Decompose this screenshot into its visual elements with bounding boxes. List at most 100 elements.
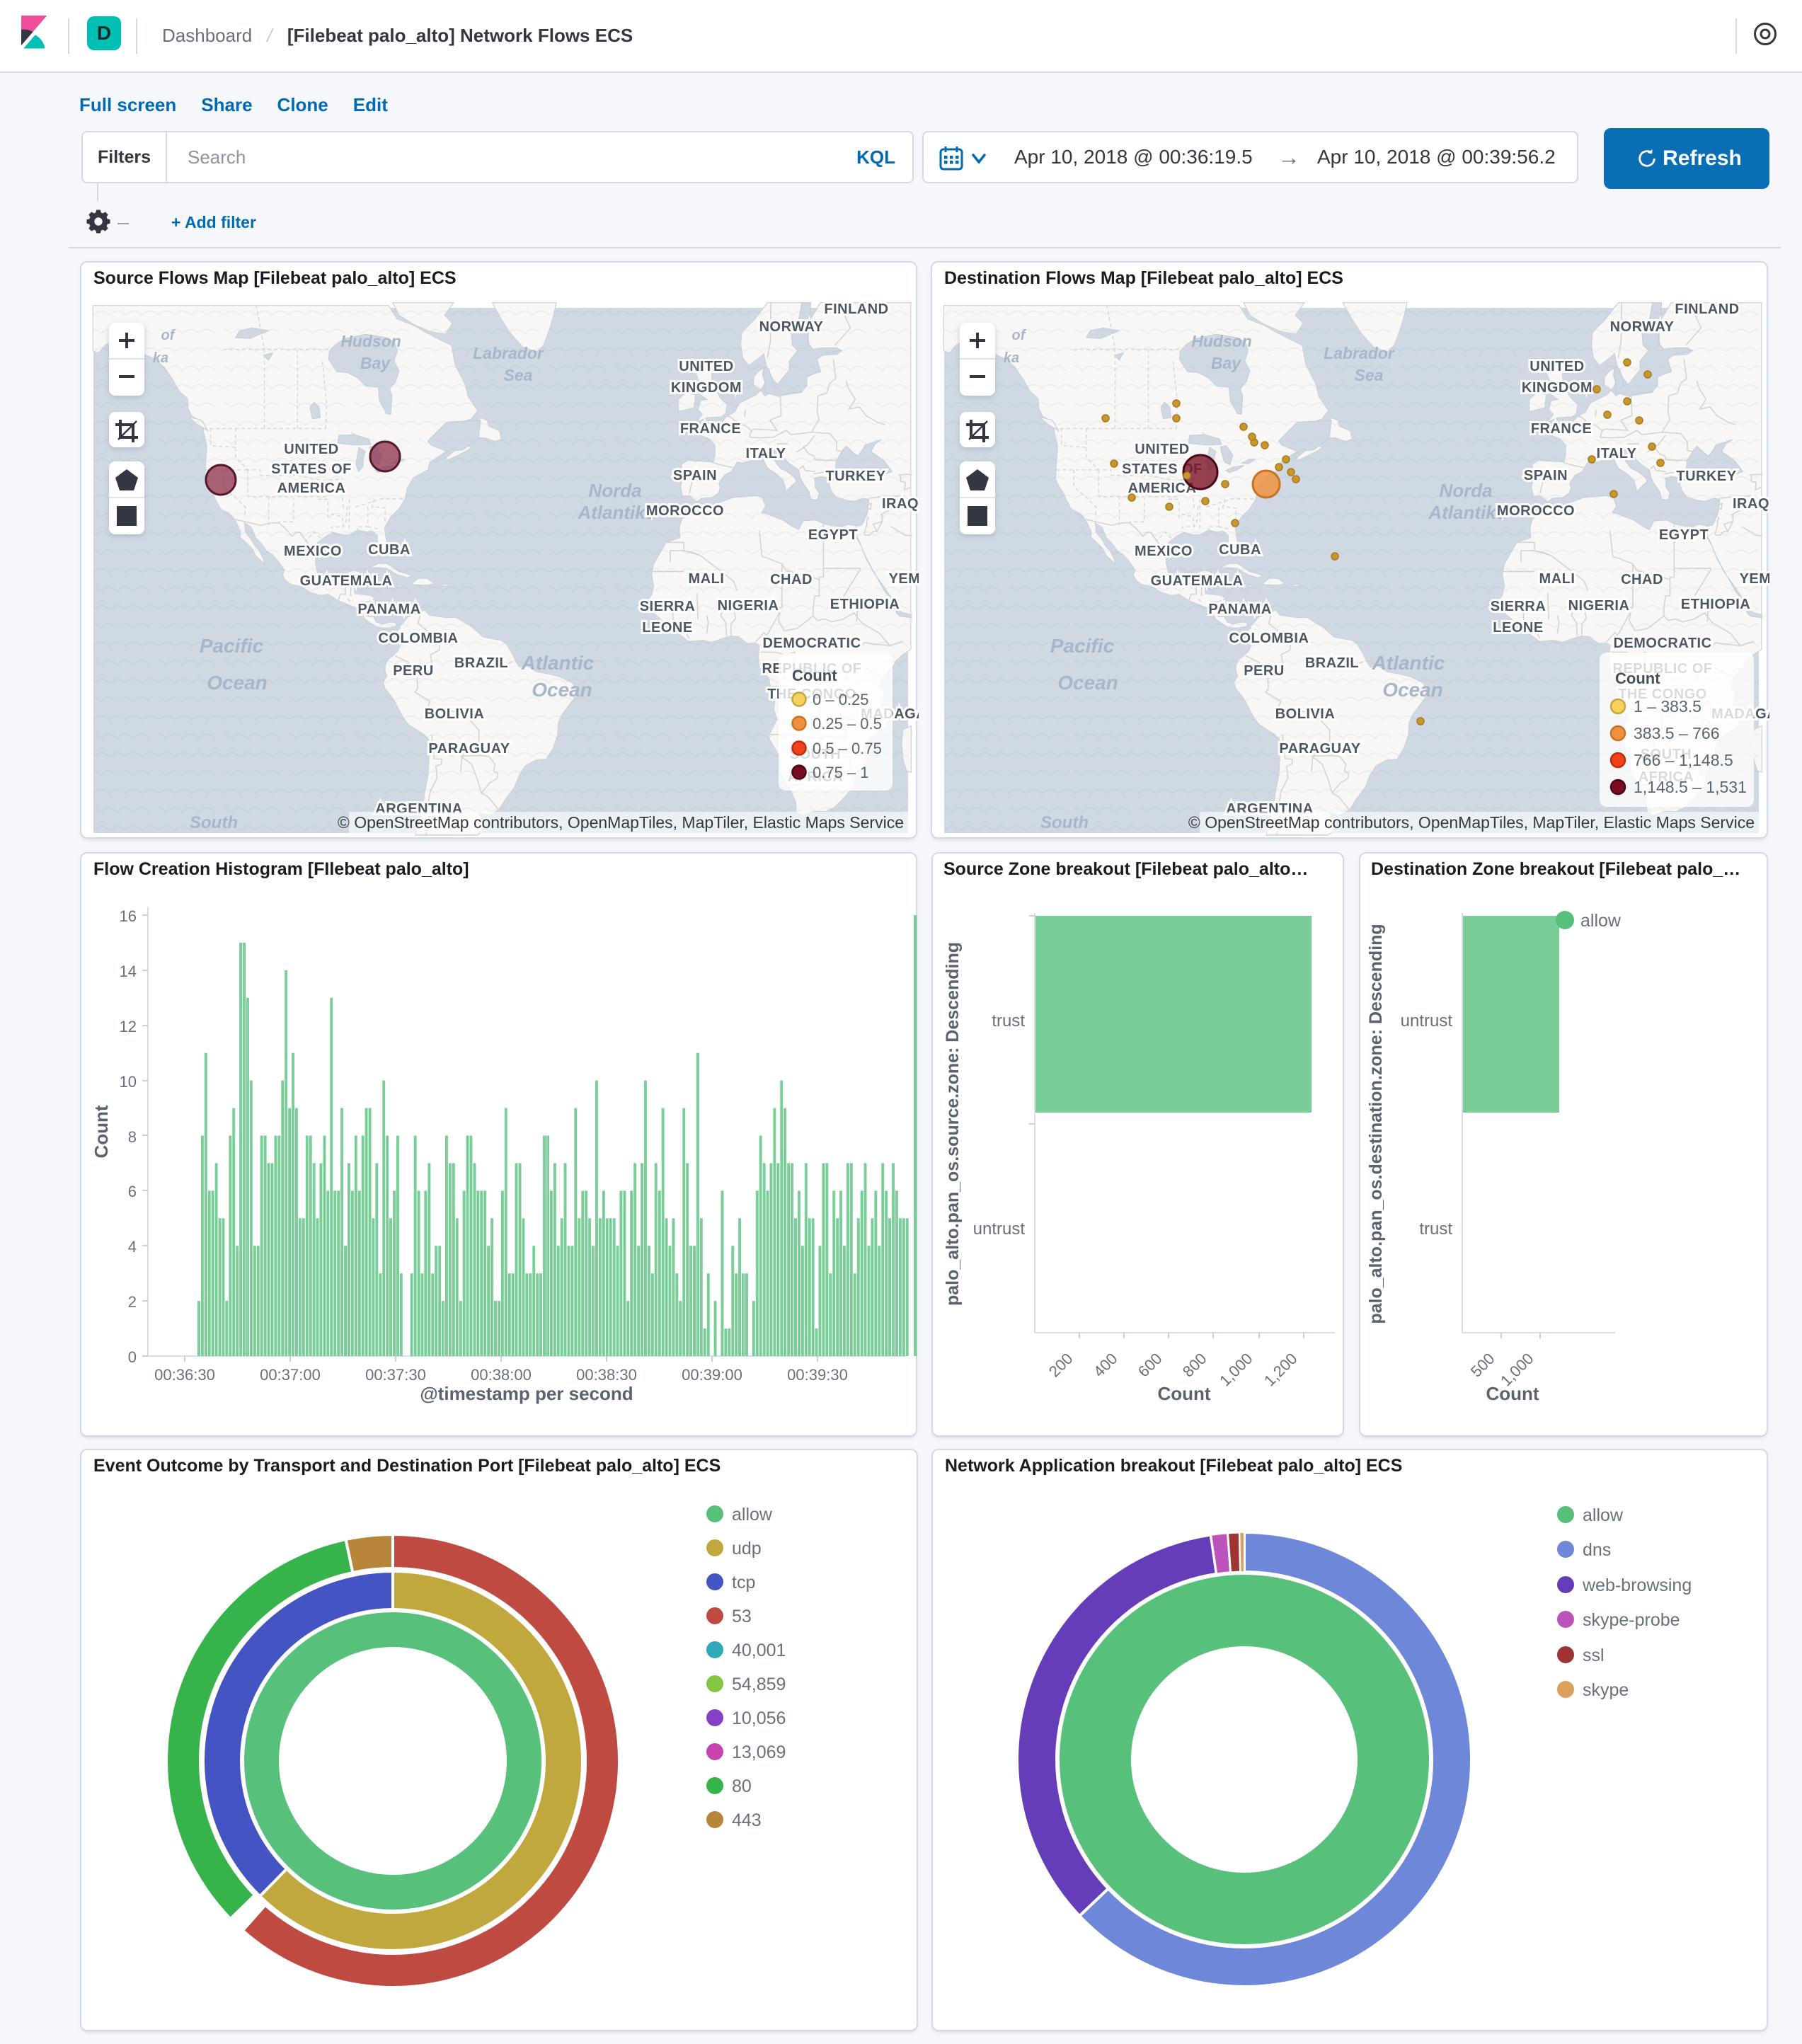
svg-text:CUBA: CUBA (1219, 542, 1261, 558)
svg-text:Atlantiko: Atlantiko (577, 502, 656, 523)
svg-text:COLOMBIA: COLOMBIA (379, 631, 459, 646)
svg-text:12: 12 (120, 1018, 137, 1035)
svg-text:STATES OF: STATES OF (1122, 461, 1203, 477)
svg-text:Ocean: Ocean (1057, 672, 1118, 694)
svg-text:00:38:00: 00:38:00 (471, 1366, 532, 1384)
svg-text:NIGERIA: NIGERIA (1568, 598, 1630, 614)
svg-text:MOROCCO: MOROCCO (646, 503, 724, 519)
svg-text:FINLAND: FINLAND (824, 302, 888, 317)
svg-text:UNITED: UNITED (284, 442, 338, 457)
svg-text:00:37:30: 00:37:30 (365, 1366, 426, 1384)
svg-text:IRAQ: IRAQ (1733, 496, 1769, 512)
svg-text:SPAIN: SPAIN (1524, 468, 1568, 483)
svg-text:Ocean: Ocean (1382, 679, 1443, 701)
svg-text:ETHIOPIA: ETHIOPIA (830, 597, 900, 612)
svg-text:4: 4 (128, 1238, 137, 1256)
svg-text:@timestamp per second: @timestamp per second (420, 1383, 633, 1404)
svg-text:10,056: 10,056 (732, 1709, 786, 1728)
svg-text:BOLIVIA: BOLIVIA (425, 706, 485, 722)
svg-text:PERU: PERU (393, 663, 434, 679)
svg-text:CUBA: CUBA (368, 542, 411, 558)
svg-text:PANAMA: PANAMA (357, 602, 420, 617)
svg-text:TURKEY: TURKEY (1676, 469, 1736, 484)
svg-text:KINGDOM: KINGDOM (671, 380, 742, 396)
svg-text:of: of (161, 328, 176, 343)
svg-text:00:39:00: 00:39:00 (682, 1366, 742, 1384)
svg-text:LEONE: LEONE (1493, 620, 1543, 636)
svg-text:1,200: 1,200 (1261, 1350, 1301, 1390)
svg-text:PANAMA: PANAMA (1208, 602, 1271, 617)
svg-text:allow: allow (732, 1505, 773, 1525)
svg-text:NORWAY: NORWAY (1610, 319, 1675, 335)
svg-text:200: 200 (1045, 1350, 1077, 1381)
svg-text:Bay: Bay (1211, 354, 1241, 372)
svg-text:Ocean: Ocean (532, 679, 592, 701)
svg-text:UNITED: UNITED (1135, 442, 1189, 457)
svg-text:443: 443 (732, 1810, 762, 1830)
svg-text:Hudson: Hudson (340, 332, 401, 350)
svg-text:MALI: MALI (689, 571, 725, 587)
svg-text:DEMOCRATIC: DEMOCRATIC (1613, 636, 1711, 651)
svg-text:IRAQ: IRAQ (882, 496, 919, 512)
svg-text:BOLIVIA: BOLIVIA (1275, 706, 1336, 722)
svg-text:of: of (1012, 328, 1027, 343)
svg-text:NIGERIA: NIGERIA (718, 598, 779, 614)
svg-text:16: 16 (120, 907, 137, 925)
svg-text:ITALY: ITALY (746, 446, 786, 461)
svg-text:ETHIOPIA: ETHIOPIA (1681, 597, 1750, 612)
svg-text:skype: skype (1583, 1680, 1629, 1700)
svg-text:383.5 – 766: 383.5 – 766 (1634, 724, 1720, 742)
svg-text:8: 8 (128, 1128, 137, 1146)
svg-text:untrust: untrust (973, 1219, 1026, 1239)
svg-text:tcp: tcp (732, 1573, 755, 1592)
svg-text:Pacific: Pacific (200, 635, 264, 657)
svg-text:FRANCE: FRANCE (1531, 421, 1592, 437)
svg-text:web-browsing: web-browsing (1582, 1575, 1692, 1595)
svg-text:CHAD: CHAD (1621, 572, 1663, 587)
svg-text:600: 600 (1135, 1350, 1166, 1381)
svg-text:MALI: MALI (1539, 571, 1576, 587)
svg-text:allow: allow (1583, 1505, 1624, 1525)
svg-text:0.25 – 0.5: 0.25 – 0.5 (813, 715, 882, 733)
svg-text:SPAIN: SPAIN (673, 468, 717, 483)
svg-text:Ocean: Ocean (207, 672, 268, 694)
svg-text:53: 53 (732, 1607, 752, 1626)
svg-text:Count: Count (792, 667, 837, 684)
svg-text:palo_alto.pan_os.destination.z: palo_alto.pan_os.destination.zone: Desce… (1366, 924, 1386, 1324)
svg-text:Labrador: Labrador (473, 344, 544, 362)
svg-text:PARAGUAY: PARAGUAY (1279, 741, 1360, 757)
svg-text:EGYPT: EGYPT (808, 527, 858, 543)
svg-text:1,148.5 – 1,531: 1,148.5 – 1,531 (1634, 778, 1747, 796)
svg-text:SIERRA: SIERRA (640, 599, 696, 614)
svg-text:800: 800 (1179, 1350, 1210, 1381)
svg-text:ka: ka (1004, 350, 1019, 366)
svg-text:Atlantic: Atlantic (521, 652, 595, 674)
svg-text:dns: dns (1583, 1540, 1611, 1560)
svg-text:Count: Count (1157, 1383, 1210, 1404)
svg-text:0.5 – 0.75: 0.5 – 0.75 (813, 740, 882, 757)
svg-text:KINGDOM: KINGDOM (1522, 380, 1592, 396)
svg-text:BRAZIL: BRAZIL (454, 655, 508, 671)
svg-text:Atlantiko: Atlantiko (1428, 502, 1507, 523)
svg-text:Norda: Norda (588, 480, 641, 501)
svg-text:PERU: PERU (1244, 663, 1285, 679)
svg-text:2: 2 (128, 1293, 137, 1311)
svg-text:Count: Count (91, 1105, 112, 1158)
svg-text:MEXICO: MEXICO (1135, 544, 1193, 559)
svg-text:MEXICO: MEXICO (284, 544, 342, 559)
svg-text:ITALY: ITALY (1597, 446, 1637, 461)
svg-text:54,859: 54,859 (732, 1675, 786, 1694)
svg-text:GUATEMALA: GUATEMALA (300, 573, 393, 589)
svg-text:40,001: 40,001 (732, 1641, 786, 1660)
svg-text:Atlantic: Atlantic (1372, 652, 1445, 674)
svg-text:FRANCE: FRANCE (680, 421, 741, 437)
svg-text:ssl: ssl (1583, 1646, 1605, 1665)
svg-text:© OpenStreetMap contributors,: © OpenStreetMap contributors, OpenMapTil… (1188, 813, 1755, 832)
svg-text:MOROCCO: MOROCCO (1497, 503, 1575, 519)
svg-text:Labrador: Labrador (1324, 344, 1395, 362)
svg-text:500: 500 (1467, 1350, 1498, 1381)
svg-text:untrust: untrust (1401, 1011, 1453, 1030)
svg-text:skype-probe: skype-probe (1583, 1610, 1680, 1630)
svg-text:DEMOCRATIC: DEMOCRATIC (762, 636, 861, 651)
svg-text:PARAGUAY: PARAGUAY (428, 741, 510, 757)
